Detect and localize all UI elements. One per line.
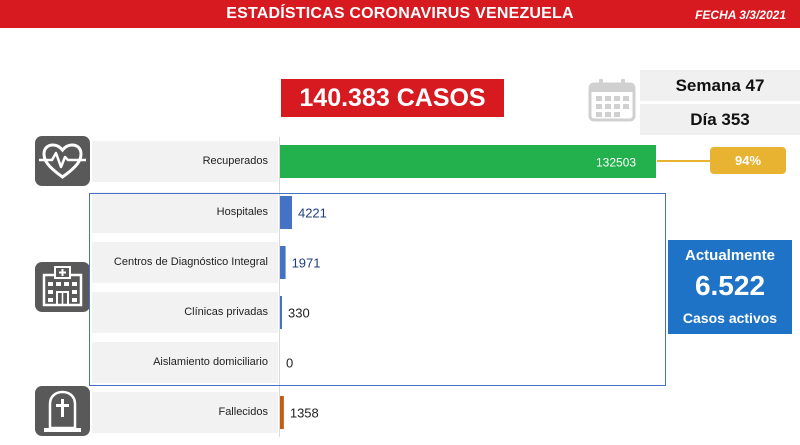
- heart-pulse-icon: [39, 143, 86, 179]
- day-counter: Día 353: [640, 104, 800, 135]
- active-cases-value: 6.522: [694, 270, 766, 301]
- category-label-cdi: Centros de Diagnóstico Integral: [113, 256, 268, 268]
- category-label-fallecidos: Fallecidos: [218, 406, 268, 418]
- row-bg-fallecidos: [92, 392, 278, 433]
- facilities-icon-tile: [35, 262, 90, 312]
- page-title: ESTADÍSTICAS CORONAVIRUS VENEZUELA: [226, 5, 574, 22]
- tombstone-cross-icon: [44, 390, 81, 432]
- active-cases-box: Actualmente 6.522 Casos activos: [668, 240, 792, 334]
- chart-axis: [279, 137, 280, 437]
- category-label-hospitales: Hospitales: [216, 206, 268, 218]
- bar-fallecidos: [280, 396, 284, 429]
- row-bg-recuperados: [92, 141, 278, 182]
- category-label-recuperados: Recuperados: [202, 155, 268, 167]
- active-cases-caption: Actualmente: [684, 247, 776, 264]
- row-bg-aislamiento: [92, 342, 278, 383]
- header-bar: ESTADÍSTICAS CORONAVIRUS VENEZUELA FECHA…: [0, 0, 800, 28]
- recovered-icon-tile: [35, 136, 90, 186]
- calendar-icon: [588, 79, 636, 122]
- row-bg-hospitales: [92, 192, 278, 233]
- bar-recuperados: [280, 145, 656, 178]
- week-counter: Semana 47: [640, 70, 800, 101]
- total-cases-badge: 140.383 CASOS: [281, 79, 504, 117]
- recovered-percent-badge: 94%: [710, 147, 786, 174]
- category-label-clinicas: Clínicas privadas: [184, 306, 268, 318]
- percent-connector: [657, 160, 710, 162]
- value-label-recuperados: 132503: [596, 156, 636, 170]
- report-date: FECHA 3/3/2021: [695, 8, 786, 22]
- category-label-aislamiento: Aislamiento domiciliario: [153, 356, 268, 368]
- hospital-building-icon: [42, 266, 83, 307]
- value-label-fallecidos: 1358: [290, 406, 319, 421]
- active-cases-frame: [89, 193, 666, 386]
- active-cases-subcaption: Casos activos: [682, 310, 778, 326]
- deaths-icon-tile: [35, 386, 90, 436]
- row-bg-cdi: [92, 242, 278, 283]
- row-bg-clinicas: [92, 292, 278, 333]
